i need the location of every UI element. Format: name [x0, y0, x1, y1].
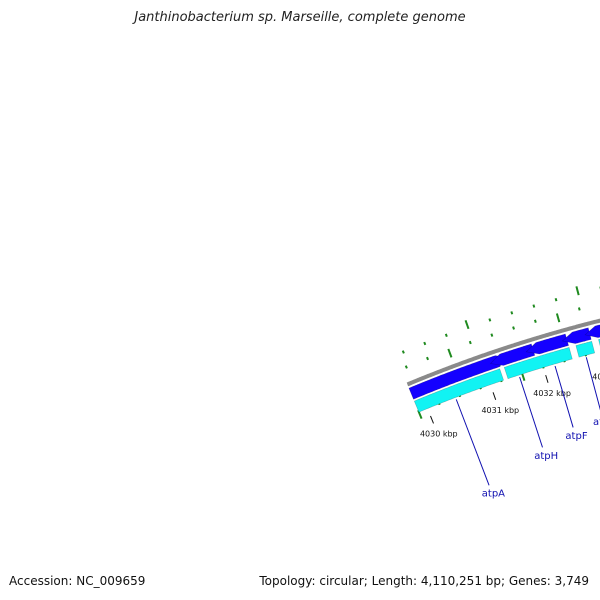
gc-skew-dash [490, 333, 494, 337]
gene-leader-line [519, 376, 543, 448]
gc-skew-dash [468, 340, 472, 345]
gene-label-atpE: atpE [593, 417, 600, 428]
position-tick [545, 374, 549, 383]
gene-leader-line [585, 357, 600, 411]
gc-skew-dash [426, 356, 430, 361]
gene-track [408, 324, 600, 413]
cds-feature [413, 368, 504, 413]
gc-skew-dash [447, 348, 453, 358]
gc-skew-dash [512, 326, 515, 330]
position-tick-label: 4030 kbp [420, 429, 458, 438]
gc-skew-dash [510, 311, 514, 315]
accession-text: Accession: NC_009659 [9, 574, 146, 588]
position-tick [492, 392, 497, 401]
gene-label-atpH: atpH [534, 451, 558, 462]
gene-labels: atpAatpHatpFatpEatpBatpIparB2parA3blcgid… [455, 357, 600, 500]
gc-skew-dash [404, 365, 408, 369]
gc-skew-dash [401, 350, 405, 354]
gc-skew-dash [488, 318, 492, 322]
position-tick-label: 4031 kbp [481, 406, 519, 415]
gene-label-atpA: atpA [482, 489, 505, 500]
position-tick-label: 4033 kbp [592, 373, 600, 382]
gene-leader-line [455, 399, 490, 486]
gc-skew-dash [417, 409, 423, 419]
genome-summary: Topology: circular; Length: 4,110,251 bp… [259, 574, 589, 588]
gc-skew-dash [532, 304, 536, 308]
backbone-circle [406, 318, 600, 387]
gene-arrow [525, 333, 569, 355]
gene-arrow [584, 324, 600, 338]
gene-arrow [489, 343, 536, 366]
gc-skew-dash [464, 320, 470, 330]
gc-skew-dash [554, 297, 558, 302]
gene-arrow [561, 327, 592, 344]
gc-skew-dash [533, 319, 537, 324]
gc-skew-dash [575, 286, 580, 296]
position-tick [430, 415, 434, 424]
gc-skew-dash [555, 313, 561, 323]
backbone-track [406, 318, 600, 387]
gc-skew-dash [423, 341, 427, 346]
gene-leader-line [554, 365, 574, 428]
gc-skew-dash [577, 307, 581, 311]
gene-label-atpF: atpF [565, 431, 587, 442]
map-title: Janthinobacterium sp. Marseille, complet… [134, 10, 466, 25]
gc-skew-dash [444, 333, 448, 338]
cds-feature [575, 340, 596, 358]
position-tick-label: 4032 kbp [533, 389, 571, 398]
cds-feature [503, 347, 573, 380]
